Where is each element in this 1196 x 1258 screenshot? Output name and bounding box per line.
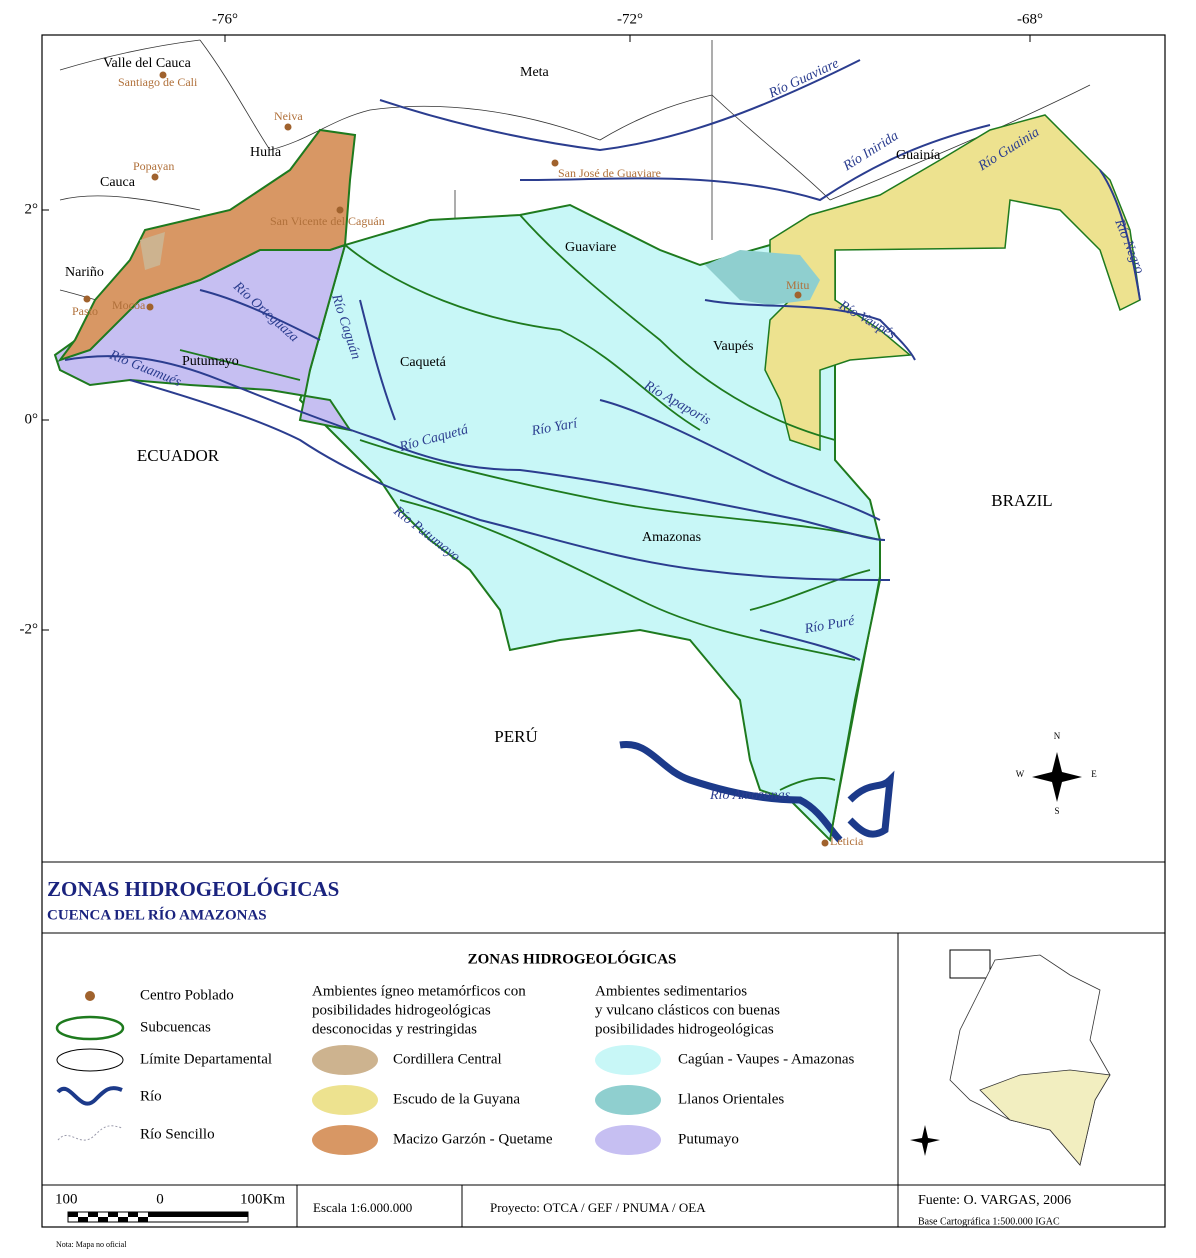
longitude-label: -68° (1017, 11, 1043, 27)
source: Fuente: O. VARGAS, 2006 (918, 1193, 1071, 1208)
legend-heading: posibilidades hidrogeológicas (312, 1002, 491, 1018)
latitude-label: 2° (25, 201, 39, 217)
latitude-label: -2° (20, 621, 39, 637)
legend-label: Centro Poblado (140, 987, 234, 1003)
legend-symbol (57, 1125, 123, 1141)
legend-heading: Ambientes ígneo metamórficos con (312, 983, 526, 999)
scale-label: 100 (55, 1191, 78, 1207)
legend-swatch (312, 1085, 378, 1115)
legend-swatch (595, 1125, 661, 1155)
legend-label: Macizo Garzón - Quetame (393, 1131, 553, 1147)
rivers (64, 59, 1141, 661)
legend-label: Llanos Orientales (678, 1091, 784, 1107)
town-dot (151, 173, 159, 181)
legend-symbols (55, 991, 125, 1141)
legend-label: Subcuencas (140, 1019, 211, 1035)
region-label: Putumayo (182, 354, 239, 369)
river-label: Río Amazonas (709, 788, 791, 803)
region-label: Valle del Cauca (103, 56, 192, 71)
subtitle: CUENCA DEL RÍO AMAZONAS (47, 906, 267, 923)
latitude-label: 0° (25, 411, 39, 427)
town-dot (551, 159, 559, 167)
town-label: Neiva (274, 109, 303, 123)
town-label: Pasto (72, 304, 98, 318)
note: Nota: Mapa no oficial (56, 1240, 127, 1249)
region-label: Meta (520, 65, 550, 80)
border (829, 574, 881, 841)
legend-label: Río (140, 1088, 162, 1104)
scale-bar (67, 1211, 249, 1223)
legend-label: Escudo de la Guyana (393, 1091, 520, 1107)
legend-heading: posibilidades hidrogeológicas (595, 1021, 774, 1037)
frame (41, 34, 1166, 1228)
region-label: Caquetá (400, 355, 447, 370)
compass-letter: S (1054, 806, 1059, 816)
scale-label: 100Km (240, 1191, 285, 1207)
scale-text: Escala 1:6.000.000 (313, 1200, 412, 1215)
project: Proyecto: OTCA / GEF / PNUMA / OEA (490, 1200, 706, 1215)
town-dot (159, 71, 167, 79)
legend-symbol (55, 1015, 125, 1041)
country-label: BRAZIL (991, 491, 1052, 510)
region-label: Cauca (100, 175, 136, 190)
town-label: San José de Guaviare (558, 166, 661, 180)
town-dot (146, 303, 154, 311)
town-label: Leticia (830, 834, 864, 848)
legend-swatch (312, 1045, 378, 1075)
zone-guyana (764, 114, 1141, 452)
town-label: Popayan (133, 159, 174, 173)
legend-heading: desconocidas y restringidas (312, 1021, 477, 1037)
legend-label: Río Sencillo (140, 1126, 215, 1142)
river-label: Río Inirida (840, 129, 901, 175)
subbasins (179, 214, 881, 791)
legend-swatch (595, 1045, 661, 1075)
region-label: Nariño (65, 265, 104, 280)
legend-symbol (56, 1086, 123, 1106)
region-label: Guaviare (565, 240, 616, 255)
town-dot (794, 291, 802, 299)
legend-symbol (56, 1048, 124, 1072)
legend-heading: Ambientes sedimentarios (595, 983, 747, 999)
title: ZONAS HIDROGEOLÓGICAS (47, 877, 339, 901)
region-label: Amazonas (642, 530, 701, 545)
town-label: Mitu (786, 278, 809, 292)
region-label: Guainía (896, 148, 941, 163)
compass-letter: N (1054, 731, 1061, 741)
region-label: Vaupés (713, 339, 753, 354)
town-label: San Vicente del Caguán (270, 214, 385, 228)
country-label: PERÚ (494, 727, 537, 746)
legend-title: ZONAS HIDROGEOLÓGICAS (468, 950, 677, 967)
region-label: Huila (250, 145, 282, 160)
town-label: Santiago de Cali (118, 75, 198, 89)
legend-swatch (595, 1085, 661, 1115)
compass-rose (1032, 752, 1082, 802)
legend-heading: y vulcano clásticos con buenas (595, 1002, 780, 1018)
town-dot (821, 839, 829, 847)
longitude-label: -72° (617, 11, 643, 27)
zone-cordillera (140, 232, 165, 270)
compass-letter: E (1091, 769, 1097, 779)
zone-llanos (705, 250, 820, 305)
river-label: Río Guaviare (766, 56, 842, 102)
legend-symbol (85, 991, 95, 1001)
town-label: Mocoa (112, 298, 146, 312)
legend-swatch (312, 1125, 378, 1155)
legend-label: Cagúan - Vaupes - Amazonas (678, 1051, 855, 1067)
country-label: ECUADOR (137, 446, 220, 465)
scale-label: 0 (156, 1191, 164, 1207)
inset-map (910, 949, 1111, 1166)
longitude-label: -76° (212, 11, 238, 27)
base: Base Cartográfica 1:500.000 IGAC (918, 1216, 1060, 1227)
legend-label: Cordillera Central (393, 1051, 502, 1067)
compass-letter: W (1016, 769, 1025, 779)
map (53, 39, 1141, 843)
town-dot (336, 206, 344, 214)
legend-label: Límite Departamental (140, 1051, 272, 1067)
legend-label: Putumayo (678, 1131, 739, 1147)
amazon-river (619, 741, 895, 843)
town-dot (83, 295, 91, 303)
town-dot (284, 123, 292, 131)
